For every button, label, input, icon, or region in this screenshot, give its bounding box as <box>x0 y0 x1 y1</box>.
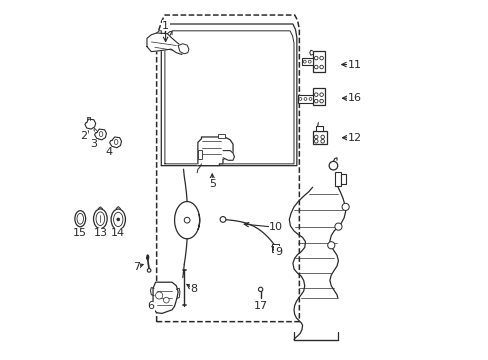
Text: 17: 17 <box>253 301 267 311</box>
Circle shape <box>314 65 317 69</box>
Polygon shape <box>153 282 178 314</box>
Circle shape <box>319 93 323 96</box>
Bar <box>301 58 313 65</box>
Ellipse shape <box>114 139 118 144</box>
Polygon shape <box>109 137 121 148</box>
Text: 2: 2 <box>80 131 87 141</box>
Text: 9: 9 <box>274 247 282 257</box>
Bar <box>315 126 322 131</box>
Ellipse shape <box>99 132 102 136</box>
Ellipse shape <box>77 213 83 224</box>
Text: 15: 15 <box>73 228 87 238</box>
Circle shape <box>319 65 323 69</box>
Circle shape <box>258 287 262 292</box>
Text: 7: 7 <box>132 262 140 272</box>
Text: 10: 10 <box>268 222 283 232</box>
Circle shape <box>319 99 323 103</box>
Text: 1: 1 <box>162 21 169 31</box>
Circle shape <box>184 217 190 223</box>
Text: 14: 14 <box>111 228 125 238</box>
Text: 16: 16 <box>347 93 361 103</box>
Circle shape <box>308 60 310 63</box>
Text: 13: 13 <box>93 228 107 238</box>
Bar <box>334 172 341 186</box>
Circle shape <box>334 223 341 230</box>
Circle shape <box>220 217 225 222</box>
Circle shape <box>314 139 317 143</box>
Bar <box>272 244 278 252</box>
Circle shape <box>341 203 348 211</box>
Circle shape <box>117 218 120 221</box>
Circle shape <box>155 292 163 299</box>
Polygon shape <box>178 44 188 54</box>
Circle shape <box>314 135 317 139</box>
Polygon shape <box>223 150 234 160</box>
Polygon shape <box>94 129 106 140</box>
Bar <box>341 174 345 184</box>
Ellipse shape <box>96 212 104 226</box>
Text: 4: 4 <box>105 147 112 157</box>
Circle shape <box>327 242 334 249</box>
Bar <box>297 95 313 103</box>
Bar <box>312 88 325 105</box>
Polygon shape <box>85 119 96 129</box>
Text: 6: 6 <box>147 301 154 311</box>
Circle shape <box>303 60 305 63</box>
Circle shape <box>314 93 317 96</box>
Polygon shape <box>198 137 233 166</box>
Ellipse shape <box>93 209 107 229</box>
Text: 3: 3 <box>90 139 97 149</box>
Circle shape <box>319 56 323 60</box>
Circle shape <box>163 297 169 303</box>
Circle shape <box>308 98 311 100</box>
Ellipse shape <box>75 211 85 227</box>
Circle shape <box>328 161 337 170</box>
Bar <box>198 150 202 159</box>
Ellipse shape <box>111 209 125 230</box>
Circle shape <box>314 56 317 60</box>
Bar <box>312 51 325 72</box>
Circle shape <box>320 139 324 143</box>
Bar <box>312 131 326 144</box>
Circle shape <box>314 99 317 103</box>
Text: 8: 8 <box>190 284 198 294</box>
Circle shape <box>304 98 306 100</box>
Circle shape <box>320 135 324 139</box>
Polygon shape <box>147 33 183 54</box>
Text: 11: 11 <box>347 59 361 69</box>
Ellipse shape <box>113 212 122 226</box>
Bar <box>217 134 224 138</box>
Text: 12: 12 <box>347 133 361 143</box>
Text: 5: 5 <box>208 179 215 189</box>
Circle shape <box>147 269 151 272</box>
Circle shape <box>298 98 301 100</box>
